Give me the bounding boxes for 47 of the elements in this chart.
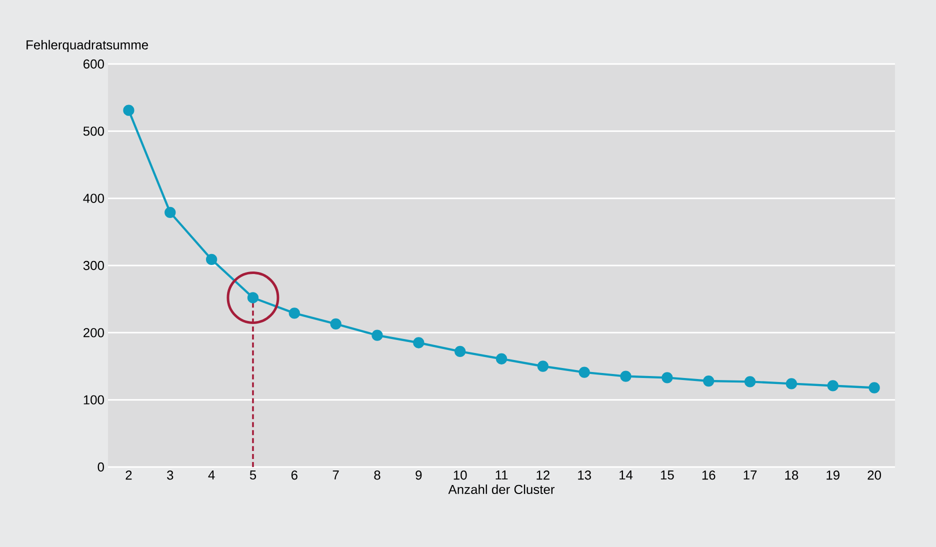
- x-tick-label: 4: [208, 470, 215, 480]
- x-tick-label: 17: [744, 470, 757, 480]
- point: [537, 360, 549, 372]
- x-tick-label: 20: [868, 470, 881, 480]
- point: [123, 104, 134, 116]
- x-tick-label: 16: [702, 470, 716, 480]
- point: [164, 206, 176, 218]
- point: [247, 292, 259, 304]
- y-tick-label: 200: [84, 328, 104, 338]
- point: [413, 337, 424, 348]
- x-tick-label: 6: [291, 470, 298, 480]
- point: [662, 372, 673, 384]
- y-tick-label: 300: [83, 260, 104, 270]
- y-axis-title: Fehlerquadratsumme: [26, 40, 148, 52]
- point: [703, 375, 714, 387]
- x-tick-label: 3: [167, 470, 174, 480]
- x-axis-title: Anzahl der Cluster: [448, 484, 555, 494]
- point: [868, 382, 880, 394]
- x-tick-label: 2: [126, 470, 132, 480]
- point: [330, 318, 342, 330]
- x-tick-label: 8: [374, 470, 380, 480]
- point: [372, 330, 383, 341]
- y-tick-label: 500: [83, 126, 104, 136]
- point: [620, 370, 632, 382]
- point: [744, 376, 756, 388]
- x-tick-label: 5: [250, 470, 256, 480]
- point: [496, 353, 508, 364]
- x-tick-label: 13: [578, 470, 591, 480]
- x-tick-label: 7: [332, 470, 339, 480]
- x-tick-label: 14: [620, 470, 633, 480]
- point: [454, 346, 466, 358]
- x-tick-label: 19: [826, 470, 840, 480]
- point: [827, 380, 838, 392]
- point: [786, 378, 798, 390]
- x-tick-label: 15: [660, 470, 674, 480]
- y-tick-label: 400: [83, 194, 104, 203]
- x-tick-label: 9: [416, 470, 422, 480]
- y-tick-label: 600: [84, 59, 104, 69]
- y-tick-label: 100: [84, 395, 104, 404]
- y-tick-label: 0: [98, 462, 104, 472]
- point: [578, 366, 590, 378]
- point: [206, 254, 218, 266]
- x-tick-label: 18: [785, 470, 798, 480]
- x-tick-label: 11: [496, 470, 508, 480]
- x-tick-label: 12: [536, 470, 550, 480]
- x-tick-label: 10: [454, 470, 467, 480]
- point: [288, 308, 300, 319]
